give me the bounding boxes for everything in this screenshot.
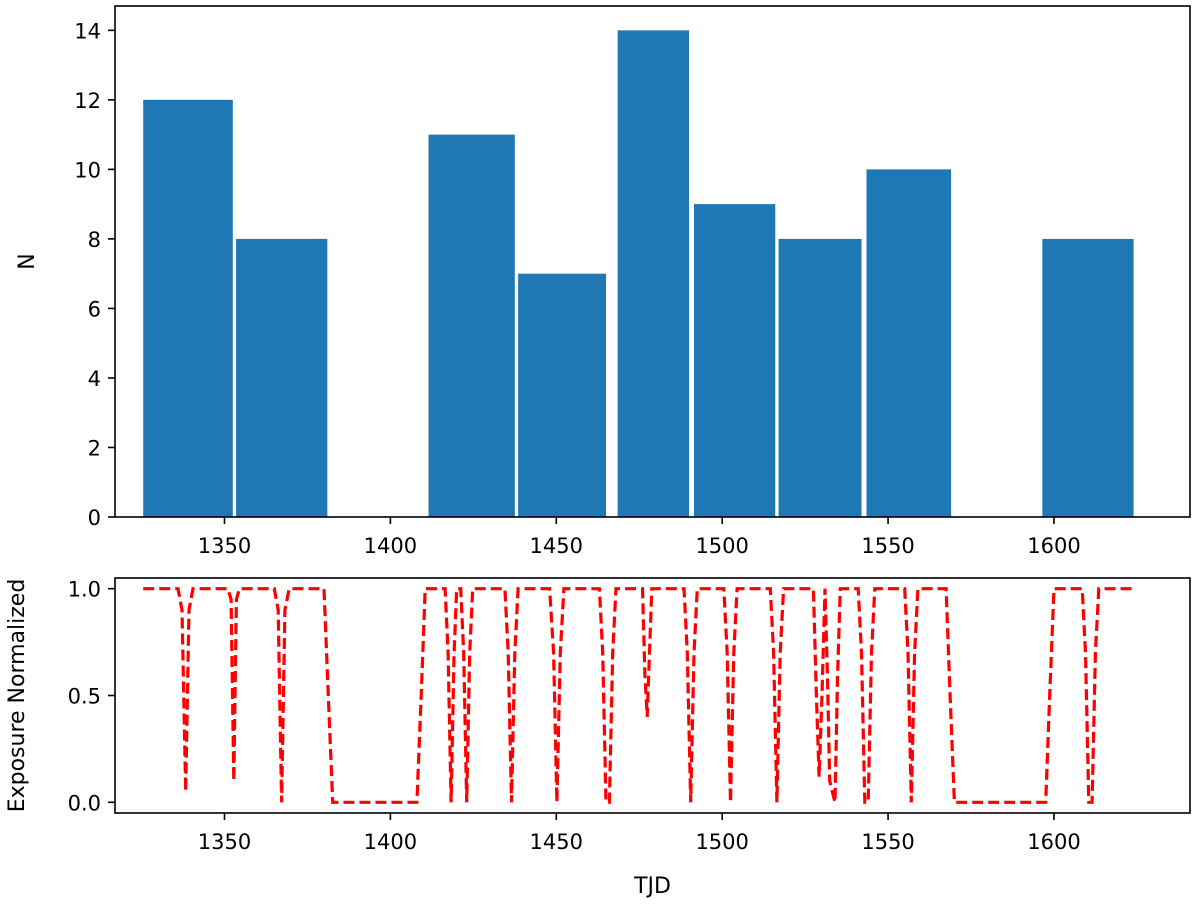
x-tick-label: 1500 (695, 830, 748, 854)
y-tick-label: 2 (88, 436, 101, 460)
exposure-x-axis-label: TJD (633, 874, 671, 899)
histogram-bar (693, 204, 776, 517)
x-tick-label: 1500 (695, 534, 748, 558)
x-tick-label: 1550 (861, 830, 914, 854)
x-tick-label: 1350 (198, 830, 251, 854)
y-tick-label: 4 (88, 367, 101, 391)
x-tick-label: 1350 (198, 534, 251, 558)
exposure-y-ticks: 0.0 0.5 1.0 (68, 578, 115, 815)
histogram-bar (617, 30, 689, 517)
exposure-axes-frame (114, 577, 1191, 814)
histogram-panel: 1350 1400 1450 1500 1550 1600 0 2 4 6 8 10 12 14 N (15, 5, 1191, 558)
histogram-bar (428, 134, 515, 517)
histogram-bar (1042, 238, 1134, 517)
histogram-bar (866, 169, 952, 517)
exposure-panel: 1350 1400 1450 1500 1550 1600 0.0 0.5 1.0 Expos… (5, 577, 1191, 899)
y-tick-label: 10 (74, 158, 101, 182)
exposure-x-ticks: 1350 1400 1450 1500 1550 1600 (198, 813, 1081, 854)
exposure-series-line (143, 587, 1134, 804)
y-tick-label: 8 (88, 228, 101, 252)
x-tick-label: 1600 (1027, 534, 1080, 558)
histogram-axes-frame (114, 5, 1191, 518)
y-tick-label: 12 (74, 89, 101, 113)
histogram-bar (236, 238, 328, 517)
y-tick-label: 0.5 (68, 685, 101, 709)
histogram-y-axis-label: N (15, 253, 40, 269)
histogram-bar (518, 273, 607, 517)
histogram-bar (778, 238, 862, 517)
x-tick-label: 1400 (364, 534, 417, 558)
y-tick-label: 14 (74, 19, 101, 43)
y-tick-label: 0.0 (68, 791, 101, 815)
x-tick-label: 1400 (364, 830, 417, 854)
histogram-bars (143, 30, 1134, 517)
histogram-y-ticks: 0 2 4 6 8 10 12 14 (74, 19, 115, 530)
x-tick-label: 1450 (530, 830, 583, 854)
x-tick-label: 1550 (861, 534, 914, 558)
x-tick-label: 1600 (1027, 830, 1080, 854)
exposure-y-axis-label: Exposure Normalized (5, 579, 30, 813)
histogram-x-ticks: 1350 1400 1450 1500 1550 1600 (198, 517, 1081, 558)
histogram-bar (143, 99, 233, 517)
y-tick-label: 6 (88, 297, 101, 321)
x-tick-label: 1450 (530, 534, 583, 558)
y-tick-label: 0 (88, 506, 101, 530)
y-tick-label: 1.0 (68, 578, 101, 602)
